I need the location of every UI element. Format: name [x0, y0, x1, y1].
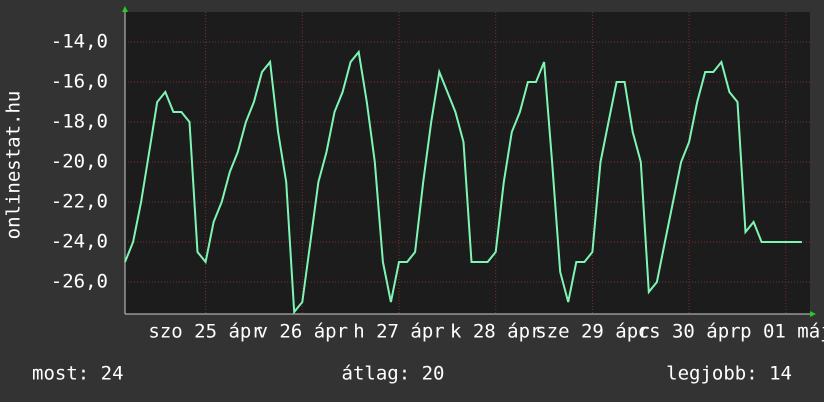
x-arrow [810, 311, 816, 317]
x-tick-label: p 01 máj [740, 321, 824, 343]
data-line [124, 49, 802, 315]
x-tick-label: sze 29 ápr [535, 321, 649, 343]
footer-best: legjobb: 14 [666, 363, 792, 385]
y-tick-label: -18,0 [51, 111, 108, 133]
y-tick-label: -22,0 [51, 191, 108, 213]
plot-area [125, 12, 810, 314]
x-tick-label: cs 30 ápr [638, 321, 741, 343]
x-tick-label: szo 25 ápr [148, 321, 262, 343]
y-tick-label: -20,0 [51, 151, 108, 173]
y-arrow [122, 6, 128, 12]
y-tick-label: -24,0 [51, 231, 108, 253]
x-tick-label: k 28 ápr [450, 321, 542, 343]
x-tick-label: h 27 ápr [353, 321, 445, 343]
footer-average: átlag: 20 [342, 363, 445, 385]
y-axis-label: onlinestat.hu [3, 91, 25, 240]
x-tick-label: v 26 ápr [257, 321, 349, 343]
y-tick-label: -26,0 [51, 271, 108, 293]
y-tick-label: -14,0 [51, 31, 108, 53]
footer-current: most: 24 [32, 363, 124, 385]
y-tick-label: -16,0 [51, 71, 108, 93]
